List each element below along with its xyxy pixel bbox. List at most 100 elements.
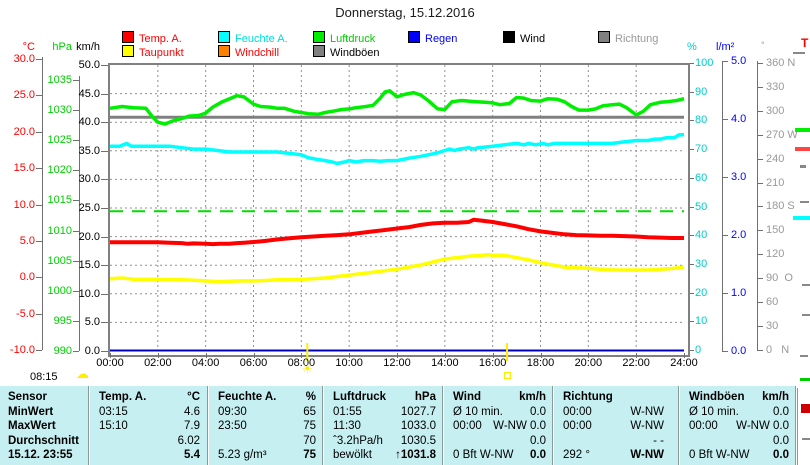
page-title: Donnerstag, 15.12.2016 <box>335 5 475 20</box>
table-cell-value: 0.0 <box>773 434 789 447</box>
series-dewpoint-line <box>109 252 685 284</box>
axis-line-lm2 <box>722 61 723 351</box>
axis-tick <box>687 350 694 351</box>
clipped-fragment <box>800 378 810 381</box>
axis-tick <box>722 293 728 294</box>
time-label: 04:00 <box>191 357 220 369</box>
axis-tick-label: 995 <box>53 314 72 327</box>
table-row-label: 15.12. 23:55 <box>8 449 73 461</box>
table-cell-left: 5.23 g/m³ <box>218 449 267 461</box>
axis-tick-label: 90 <box>695 85 708 98</box>
axis-tick <box>722 235 728 236</box>
axis-tick-label: 0 <box>695 344 702 356</box>
legend-swatch-taupunkt <box>122 45 134 57</box>
time-tick <box>684 353 685 358</box>
legend-swatch-feuchte-a <box>218 31 230 43</box>
axis-tick <box>757 302 763 303</box>
table-cell-value: W-NW <box>630 420 664 432</box>
legend-label-windboeen: Windböen <box>330 47 380 59</box>
axis-tick-label: -5.0 <box>16 307 35 320</box>
axis-tick-label: 25.0 <box>13 89 35 102</box>
axis-tick <box>73 291 79 292</box>
table-cell-value: 65 <box>303 405 316 418</box>
axis-tick-label: 80 <box>695 114 708 127</box>
sunset-marker-icon <box>504 372 512 379</box>
axis-tick-label: 30.0 <box>13 53 35 65</box>
axis-tick-label: 15.0 <box>78 259 100 272</box>
axis-tick-label: 1005 <box>47 254 72 267</box>
axis-tick-label: 100 <box>695 57 714 69</box>
table-row: 0 Bft W-NW 0.0 <box>444 448 551 463</box>
legend-swatch-luftdruck <box>313 31 325 43</box>
table-cell-value: 5.4 <box>184 449 200 461</box>
table-group-name: Feuchte A. <box>218 391 277 403</box>
axis-tick <box>687 321 694 322</box>
time-tick <box>253 353 255 358</box>
clipped-fragment <box>795 128 810 132</box>
axis-tick-label: 5.0 <box>84 316 100 329</box>
table-cell-value: - - <box>653 434 664 447</box>
table-row: Ø 10 min. 0.0 <box>680 405 794 420</box>
legend-item-windchill: Windchill <box>218 45 280 59</box>
axis-tick <box>757 278 763 279</box>
table-separator-highlight <box>208 386 209 465</box>
axis-unit-lm2: l/m² <box>716 41 735 53</box>
axis-tick-label: 60 <box>766 296 779 309</box>
legend-swatch-windchill <box>218 45 230 57</box>
axis-tick <box>36 241 42 242</box>
axis-tick <box>722 351 728 352</box>
axis-unit-percent: % <box>687 41 697 53</box>
axis-tick-label: 0 N <box>766 343 790 356</box>
table-cell-left: 03:15 <box>99 405 128 418</box>
table-cell-left: 00:00 <box>453 420 482 432</box>
table-row-label: MaxWert <box>8 420 56 432</box>
axis-tick <box>757 254 763 255</box>
axis-tick <box>687 235 694 236</box>
axis-tick <box>36 314 42 315</box>
time-label: 18:00 <box>526 357 555 369</box>
table-group-name: Wind <box>453 391 481 403</box>
table-cell-left: 0 Bft W-NW <box>689 449 750 461</box>
axis-tick <box>687 178 694 179</box>
legend-swatch-regen <box>408 31 420 43</box>
axis-tick-label: 5.0 <box>19 234 35 247</box>
legend-item-temp-a: Temp. A. <box>122 31 182 45</box>
clipped-fragment <box>795 147 810 151</box>
time-label: 00:00 <box>96 357 124 369</box>
axis-tick-label: 0.0 <box>731 344 747 357</box>
axis-tick <box>101 122 108 123</box>
table-separator-highlight <box>323 386 324 465</box>
table-separator-highlight <box>443 386 444 465</box>
table-cell-value: W-NW <box>630 449 664 461</box>
table-row: 03:15 4.6 <box>90 405 205 420</box>
axis-tick <box>757 135 763 136</box>
axis-tick <box>101 208 108 209</box>
table-separator-highlight <box>89 386 90 465</box>
series-pressure-line <box>109 89 685 126</box>
table-row: - - <box>554 434 677 449</box>
table-cell-left: 01:55 <box>333 405 362 418</box>
axis-tick-label: 10.0 <box>78 287 100 300</box>
legend-label-richtung: Richtung <box>615 33 659 45</box>
axis-tick <box>36 95 42 96</box>
axis-tick <box>757 159 763 160</box>
legend-swatch-windboeen <box>313 45 325 57</box>
axis-tick-label: 45.0 <box>78 87 100 100</box>
table-group-unit: km/h <box>762 391 789 403</box>
table-cell-value: 75 <box>303 449 316 461</box>
table-row: 0.0 <box>444 434 551 449</box>
axis-tick <box>722 177 728 178</box>
table-row-label: MinWert <box>8 405 54 418</box>
table-group-name: Luftdruck <box>333 391 387 403</box>
time-label: 12:00 <box>383 357 411 369</box>
legend-label-windchill: Windchill <box>235 47 280 59</box>
axis-tick-label: 990 <box>53 344 72 357</box>
axis-tick-label: 1020 <box>47 164 72 177</box>
table-row: 5.4 <box>90 448 205 463</box>
axis-tick-label: 40.0 <box>78 116 100 129</box>
clipped-fragment <box>800 201 809 203</box>
axis-line-celsius <box>42 57 43 350</box>
table-group-name: Temp. A. <box>99 391 147 403</box>
clipped-fragment <box>797 388 798 465</box>
table-cell-left: ˆ3.2hPa/h <box>333 434 383 447</box>
